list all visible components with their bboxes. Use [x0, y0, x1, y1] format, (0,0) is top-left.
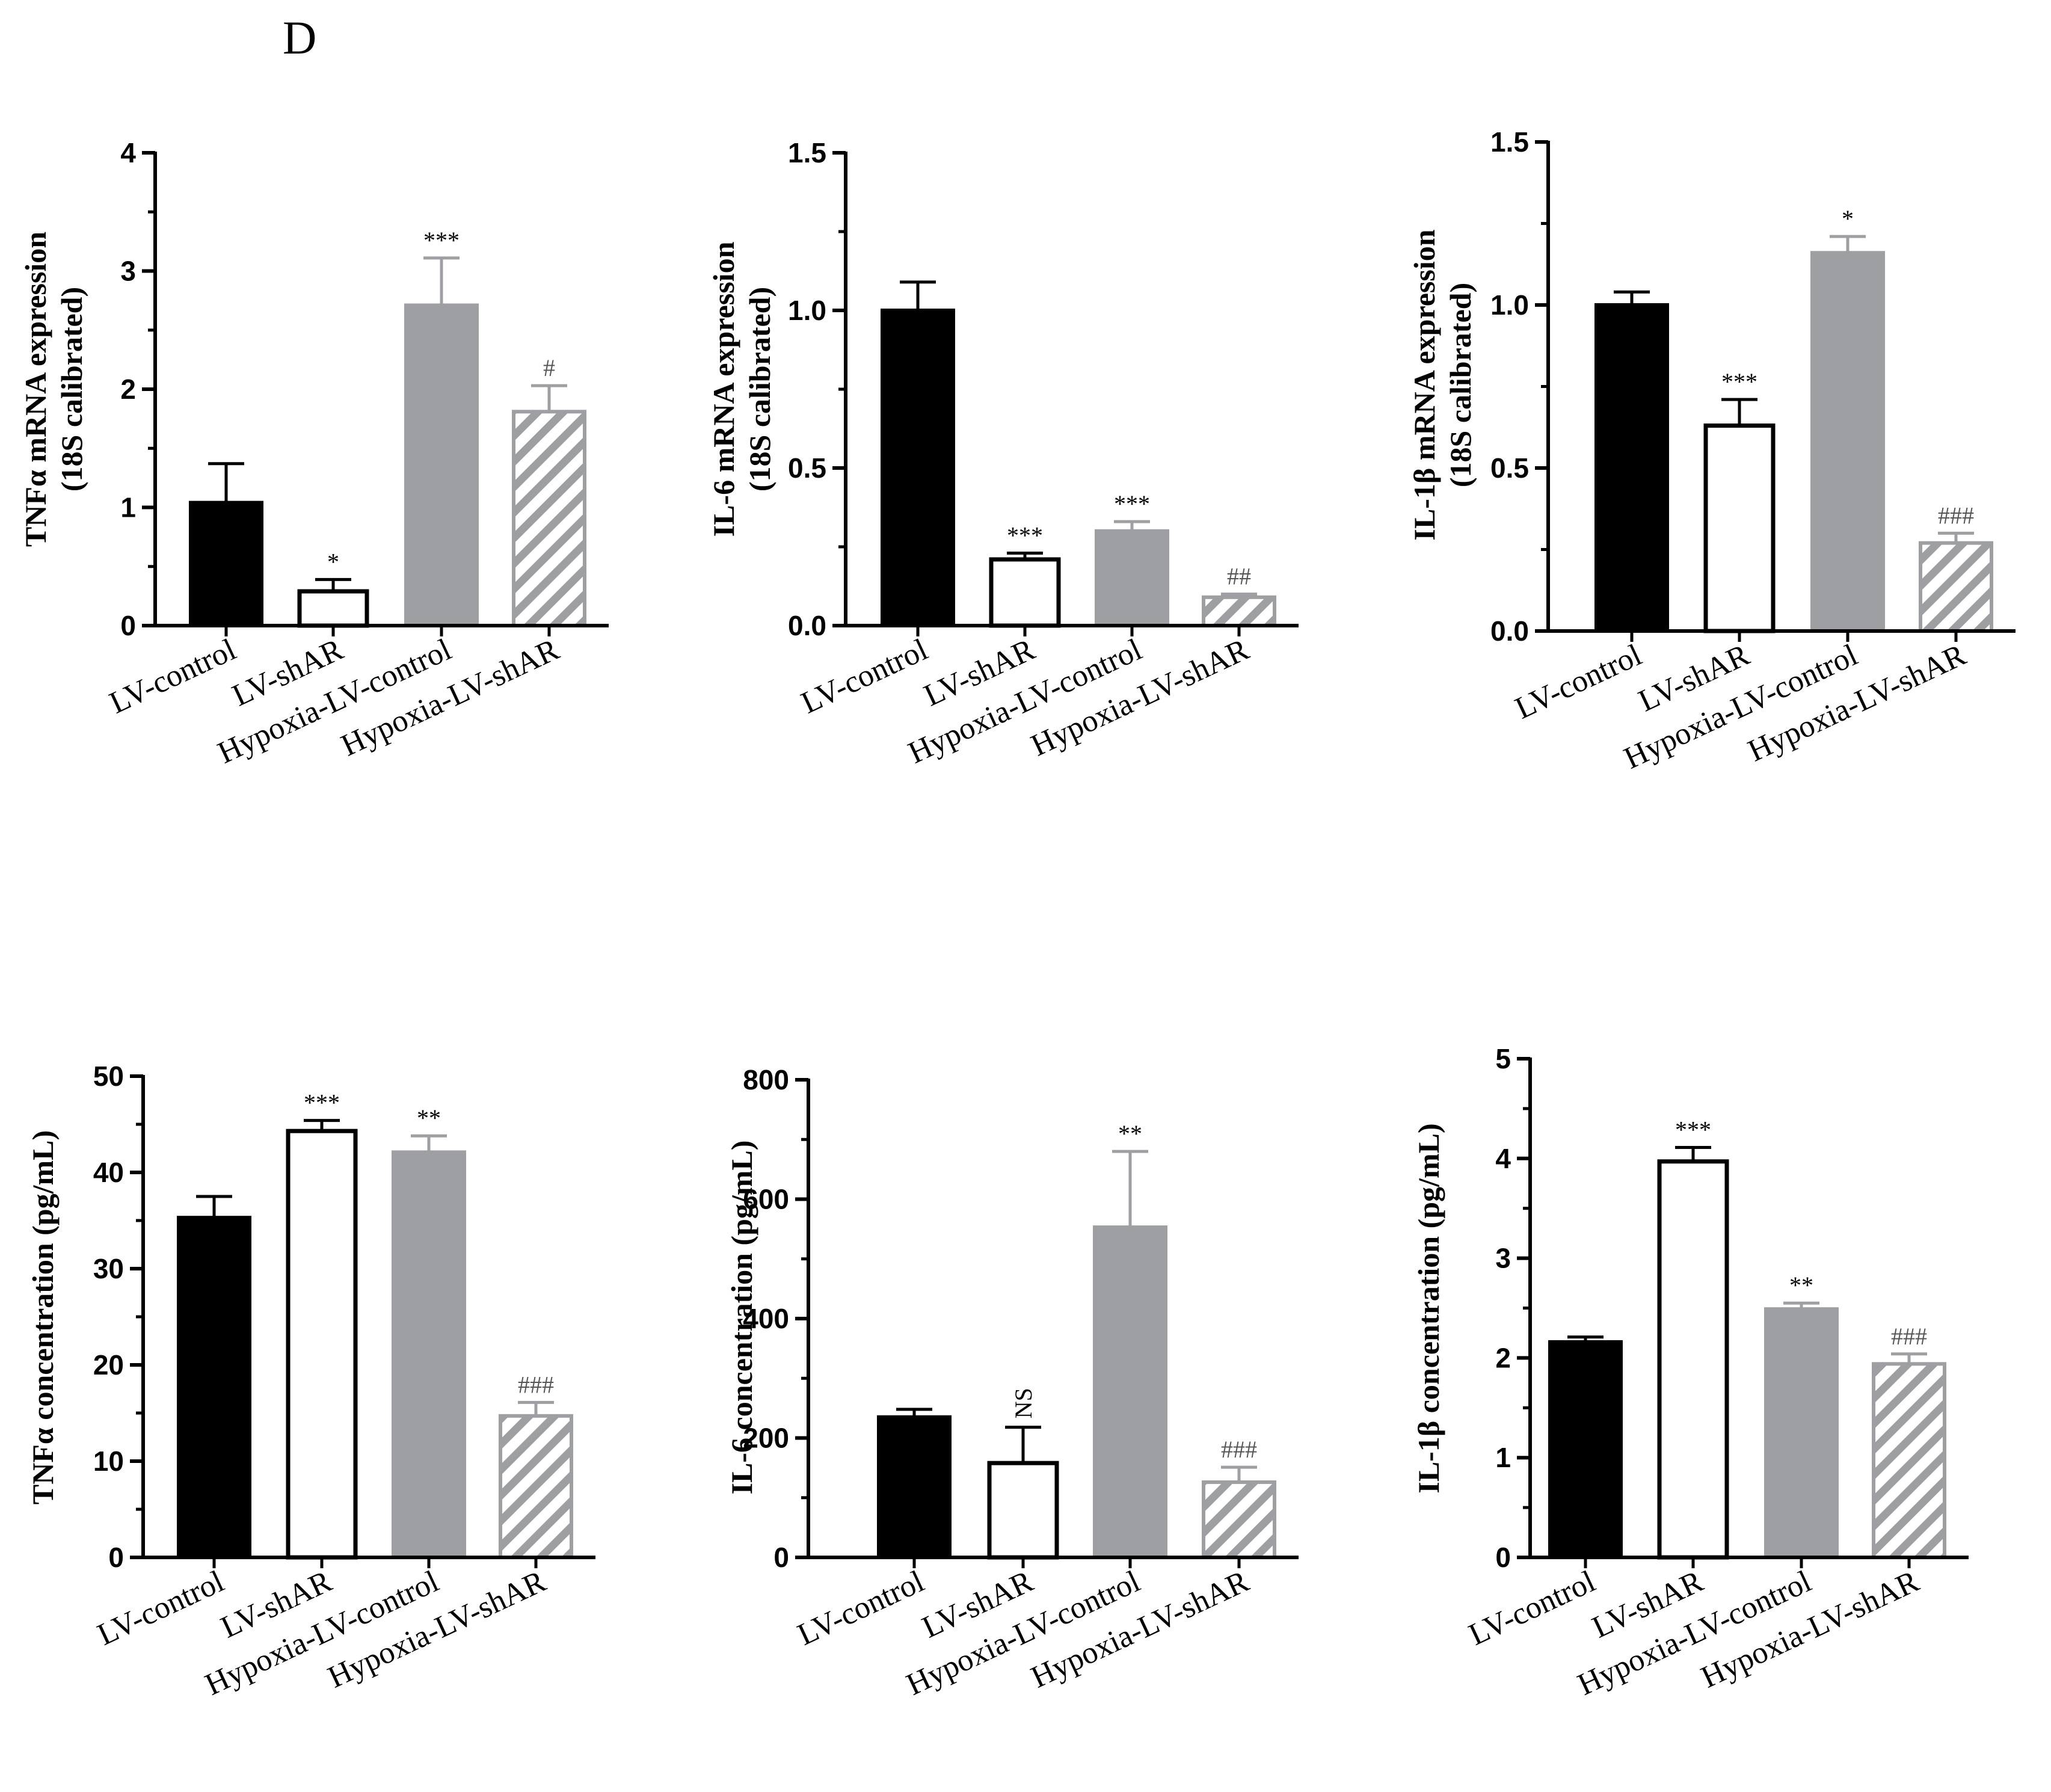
- bar-hypoxia-lv-control: [1093, 1225, 1167, 1559]
- y-tick-label: 1: [1495, 1442, 1511, 1473]
- y-tick-label: 0: [1495, 1542, 1511, 1573]
- y-axis-label: IL-1β concentration (pg/mL): [1412, 1123, 1445, 1493]
- bar-hypoxia-lv-control: [1810, 251, 1885, 633]
- y-tick-label: 600: [743, 1184, 789, 1215]
- y-tick-label: 0.0: [1490, 615, 1529, 647]
- significance-label: ##: [1227, 563, 1251, 590]
- bar-lv-shar: [989, 557, 1061, 628]
- y-tick-label: 200: [743, 1423, 789, 1454]
- bar-hypoxia-lv-control: [392, 1150, 466, 1559]
- y-tick-label: 1.5: [788, 137, 826, 168]
- significance-label: ***: [1721, 368, 1757, 395]
- y-axis-label-line1: IL-6 mRNA expression: [707, 241, 740, 537]
- bar-hypoxia-lv-shar: [512, 410, 586, 628]
- bar-hypoxia-lv-shar: [1872, 1362, 1946, 1559]
- bar-lv-shar: [987, 1461, 1059, 1560]
- significance-label: ###: [518, 1371, 554, 1398]
- y-tick-label: 1.0: [1490, 289, 1529, 321]
- y-tick-label: 400: [743, 1303, 789, 1334]
- y-tick-label: 0: [773, 1542, 789, 1573]
- significance-label: NS: [1010, 1388, 1037, 1418]
- y-tick-label: 50: [93, 1061, 124, 1092]
- y-axis-label-line2: (18S calibrated): [1444, 283, 1477, 487]
- significance-label: **: [417, 1104, 441, 1132]
- y-tick-label: 30: [93, 1253, 124, 1284]
- bar-lv-control: [877, 1415, 952, 1559]
- y-tick-label: 0.5: [788, 452, 826, 484]
- y-tick-label: 1.0: [788, 295, 826, 326]
- significance-label: *: [1842, 205, 1854, 232]
- significance-label: #: [543, 354, 555, 381]
- y-tick-label: 4: [1495, 1143, 1511, 1174]
- y-tick-label: 1: [120, 492, 136, 523]
- y-tick-label: 0.5: [1490, 452, 1529, 484]
- y-tick-label: 4: [120, 137, 136, 168]
- bar-lv-control: [1548, 1340, 1623, 1560]
- y-tick-label: 800: [743, 1064, 789, 1095]
- y-tick-label: 10: [93, 1446, 124, 1477]
- y-tick-label: 2: [120, 374, 136, 405]
- significance-label: *: [327, 548, 339, 575]
- significance-label: ***: [1007, 522, 1043, 549]
- bar-hypoxia-lv-control: [404, 303, 479, 627]
- bar-hypoxia-lv-shar: [1202, 1480, 1276, 1560]
- y-tick-label: 3: [1495, 1243, 1511, 1274]
- y-axis-label: IL-6 concentration (pg/mL): [725, 1141, 758, 1495]
- significance-label: ***: [304, 1089, 340, 1116]
- y-tick-label: 2: [1495, 1342, 1511, 1373]
- y-axis-label-line1: IL-1β mRNA expression: [1407, 229, 1441, 540]
- bar-lv-control: [1594, 303, 1669, 633]
- bar-lv-control: [189, 500, 263, 628]
- significance-label: ###: [1891, 1323, 1927, 1350]
- significance-label: ***: [1114, 490, 1150, 517]
- bar-lv-shar: [1703, 423, 1776, 633]
- significance-label: ***: [1675, 1116, 1711, 1144]
- y-axis-label: TNFα concentration (pg/mL): [26, 1130, 60, 1504]
- panel-label: D: [283, 11, 317, 64]
- y-tick-label: 3: [120, 256, 136, 287]
- y-tick-label: 0: [108, 1542, 124, 1573]
- significance-label: ###: [1938, 502, 1974, 529]
- y-tick-label: 5: [1495, 1043, 1511, 1074]
- significance-label: ###: [1221, 1436, 1257, 1463]
- bar-lv-shar: [286, 1128, 358, 1560]
- bar-lv-shar: [1657, 1159, 1729, 1560]
- y-axis-label-line1: TNFα mRNA expression: [19, 232, 52, 547]
- y-tick-label: 0.0: [788, 610, 826, 641]
- y-tick-label: 1.5: [1490, 126, 1529, 158]
- significance-label: **: [1789, 1272, 1813, 1299]
- x-category-label: LV-control: [1464, 1564, 1601, 1652]
- y-axis-label-line2: (18S calibrated): [55, 287, 88, 491]
- bar-lv-shar: [297, 589, 369, 628]
- significance-label: ***: [423, 227, 460, 254]
- bar-hypoxia-lv-shar: [1202, 595, 1276, 628]
- significance-label: **: [1118, 1120, 1142, 1147]
- y-tick-label: 40: [93, 1157, 124, 1188]
- y-tick-label: 20: [93, 1349, 124, 1381]
- bar-hypoxia-lv-control: [1764, 1307, 1839, 1559]
- y-tick-label: 0: [120, 610, 136, 641]
- y-axis-label-line2: (18S calibrated): [743, 287, 776, 491]
